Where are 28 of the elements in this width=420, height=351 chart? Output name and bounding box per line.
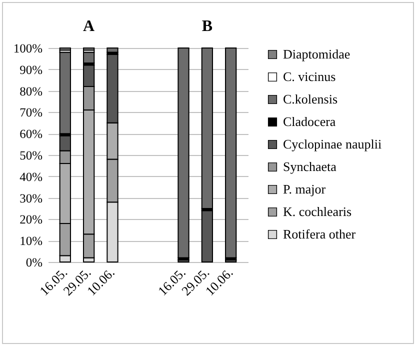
text: B [202,18,213,35]
legend-label: P. major [283,182,326,196]
y-tick-label: 60% [20,127,42,142]
y-tick-label: 70% [20,106,42,120]
bar [106,48,118,53]
bar [201,48,213,209]
text: A [83,18,96,35]
bar [59,52,71,134]
y-tick-label: 50% [20,148,42,162]
y-tick-label: 100% [13,42,42,56]
legend-label: Rotifera other [283,226,356,242]
bar [178,48,190,258]
bar [225,48,237,258]
bar [201,210,213,262]
legend-label: K. cochlearis [283,204,352,219]
legend-label: Diaptomidae [283,46,350,62]
y-tick-label: 40% [20,170,42,184]
legend-label: Cladocera [283,114,336,129]
y-tick-label: 0% [26,256,42,270]
legend-label: C.kolensis [283,92,338,106]
y-tick-label: 20% [20,212,42,227]
y-tick-label: 80% [20,84,42,98]
legend-label: Cyclopinae nauplii [283,136,382,152]
legend-label: C. vicinus [283,69,336,84]
y-tick-label: 30% [20,191,42,206]
legend-label: Synchaeta [283,159,337,174]
y-tick-label: 10% [20,234,42,248]
y-tick-label: 90% [20,62,42,77]
